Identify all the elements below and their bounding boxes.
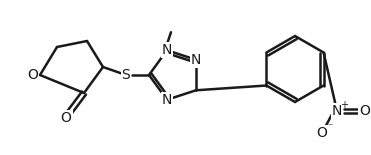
Text: O: O xyxy=(60,111,72,125)
Text: O: O xyxy=(27,68,38,82)
Text: N: N xyxy=(191,53,201,67)
Text: N: N xyxy=(332,104,342,118)
Text: O: O xyxy=(359,104,370,118)
Text: +: + xyxy=(340,100,348,110)
Text: O: O xyxy=(316,126,328,140)
Text: S: S xyxy=(122,68,130,82)
Text: N: N xyxy=(162,93,172,107)
Text: ⁻: ⁻ xyxy=(328,122,332,132)
Text: N: N xyxy=(162,43,172,57)
